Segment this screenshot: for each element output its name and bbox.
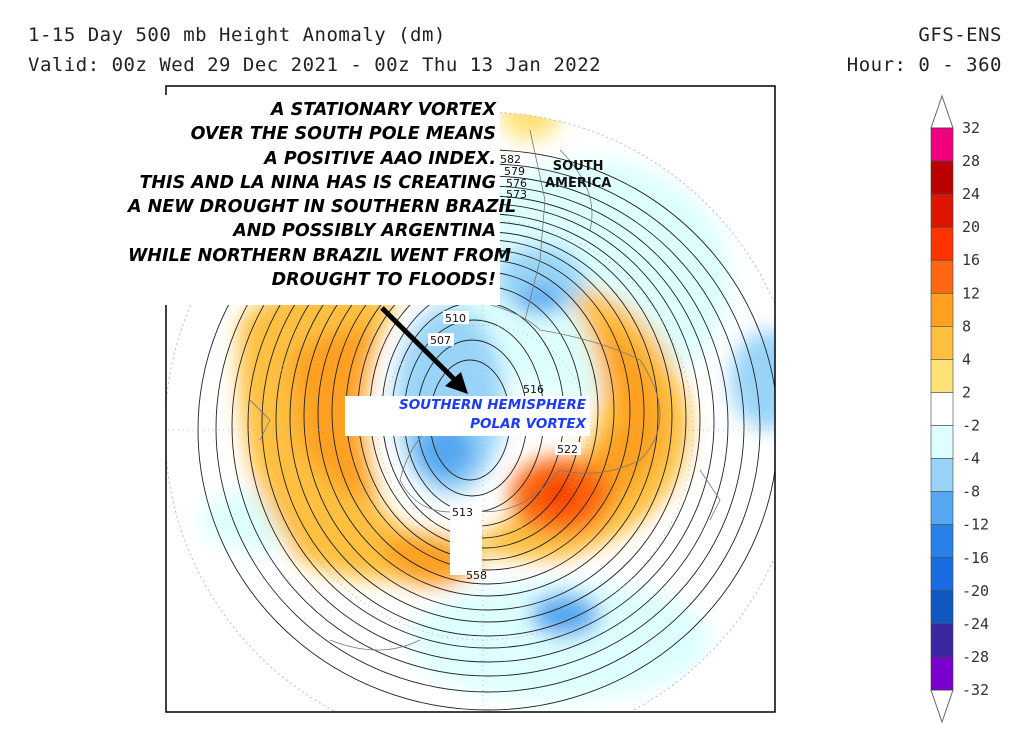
colorbar: 32 28 24 20 16 12 8 4 2 -2 -4 -8 -12 -16 -20 -24 -28 -32 <box>930 94 989 724</box>
colorbar-max-arrow <box>930 94 954 129</box>
colorbar-tick-label: 2 <box>962 383 971 401</box>
colorbar-tick-label: 4 <box>962 350 971 368</box>
annotation-line: DROUGHT TO FLOODS! <box>271 270 496 291</box>
colorbar-tick-label: -4 <box>962 450 980 468</box>
contour-labels: 582 579 576 573 510 507 516 522 513 558 <box>428 153 581 582</box>
contour-label: 582 <box>500 153 521 166</box>
contour-label: 579 <box>504 165 525 178</box>
colorbar-tick-label: -2 <box>962 417 980 435</box>
colorbar-swatch <box>930 656 954 691</box>
colorbar-swatch <box>930 359 954 393</box>
colorbar-swatch <box>930 193 954 228</box>
contour-label: 513 <box>452 506 473 519</box>
annotation-line: THIS AND LA NINA HAS IS CREATING <box>139 172 496 193</box>
colorbar-tick-label: -24 <box>962 615 989 633</box>
contour-label: 558 <box>466 569 487 582</box>
colorbar-tick-label: -16 <box>962 549 989 567</box>
model-name: GFS-ENS <box>918 24 1002 46</box>
colorbar-swatch <box>930 392 954 426</box>
colorbar-tick-label: -8 <box>962 483 980 501</box>
colorbar-tick-label: -32 <box>962 681 989 699</box>
contour-label: 510 <box>445 312 466 325</box>
annotation-line: A NEW DROUGHT IN SOUTHERN BRAZIL <box>128 197 517 218</box>
map-frame <box>165 85 776 713</box>
colorbar-swatch <box>930 226 954 261</box>
forecast-hours: Hour: 0 - 360 <box>846 54 1002 76</box>
continent-label-line: AMERICA <box>545 176 612 191</box>
annotation-line: OVER THE SOUTH POLE MEANS <box>190 124 496 145</box>
colorbar-tick-label: 8 <box>962 317 971 335</box>
annotation-line: AND POSSIBLY ARGENTINA <box>233 221 496 242</box>
colorbar-swatch <box>930 557 954 592</box>
colorbar-swatch <box>930 292 954 327</box>
colorbar-tick-label: -28 <box>962 648 989 666</box>
south-america-label: SOUTH AMERICA <box>545 158 611 192</box>
colorbar-tick-label: 16 <box>962 251 980 269</box>
polar-vortex-label-line: POLAR VORTEX <box>470 416 586 432</box>
coastlines <box>249 129 721 651</box>
polar-vortex-label: SOUTHERN HEMISPHERE POLAR VORTEX <box>345 396 590 436</box>
colorbar-swatch <box>930 458 954 492</box>
colorbar-swatch <box>930 425 954 459</box>
contour-label: 522 <box>557 443 578 456</box>
annotation-line: WHILE NORTHERN BRAZIL WENT FROM <box>128 245 512 266</box>
colorbar-swatch <box>930 259 954 294</box>
contour-label: 507 <box>430 334 451 347</box>
colorbar-swatch <box>930 491 954 526</box>
colorbar-min-arrow <box>930 689 954 724</box>
colorbar-tick-label: 24 <box>962 185 980 203</box>
contour-label: 576 <box>506 177 527 190</box>
colorbar-tick-label: 28 <box>962 152 980 170</box>
contour-label: 516 <box>523 383 544 396</box>
continent-label-line: SOUTH <box>552 159 604 174</box>
annotation-text: A STATIONARY VORTEX OVER THE SOUTH POLE … <box>128 95 517 305</box>
contour-label: 573 <box>506 188 527 201</box>
annotation-line: A POSITIVE AAO INDEX. <box>264 148 496 169</box>
colorbar-tick-label: 12 <box>962 284 980 302</box>
colorbar-swatch <box>930 524 954 559</box>
colorbar-swatch <box>930 590 954 625</box>
colorbar-tick-label: -12 <box>962 516 989 534</box>
colorbar-swatch <box>930 326 954 360</box>
colorbar-tick-label: 32 <box>962 119 980 137</box>
annotation-line: A STATIONARY VORTEX <box>270 100 496 120</box>
colorbar-swatch <box>930 623 954 658</box>
polar-vortex-label-line: SOUTHERN HEMISPHERE <box>398 397 586 413</box>
colorbar-swatch <box>930 127 954 162</box>
valid-period: Valid: 00z Wed 29 Dec 2021 - 00z Thu 13 … <box>28 54 602 76</box>
map-title: 1-15 Day 500 mb Height Anomaly (dm) <box>28 24 446 46</box>
colorbar-swatch <box>930 160 954 195</box>
colorbar-tick-label: -20 <box>962 582 989 600</box>
arrow <box>380 306 468 394</box>
colorbar-tick-label: 20 <box>962 218 980 236</box>
